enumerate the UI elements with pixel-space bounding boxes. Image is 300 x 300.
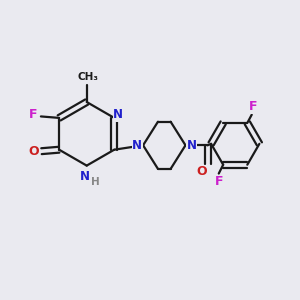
Text: F: F xyxy=(249,100,257,113)
Text: O: O xyxy=(196,165,207,178)
Text: F: F xyxy=(214,175,223,188)
Text: H: H xyxy=(91,177,100,187)
Text: F: F xyxy=(29,109,38,122)
Text: N: N xyxy=(132,139,142,152)
Text: N: N xyxy=(80,170,90,183)
Text: N: N xyxy=(186,139,197,152)
Text: O: O xyxy=(29,145,39,158)
Text: N: N xyxy=(113,109,123,122)
Text: CH₃: CH₃ xyxy=(78,72,99,82)
